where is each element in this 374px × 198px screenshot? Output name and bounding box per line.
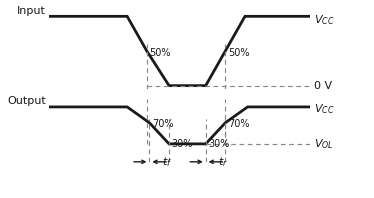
Text: $V_{OL}$: $V_{OL}$: [314, 137, 334, 151]
Text: 50%: 50%: [228, 48, 249, 58]
Text: $t_r$: $t_r$: [218, 155, 228, 169]
Text: $t_f$: $t_f$: [162, 155, 172, 169]
Text: $V_{CC}$: $V_{CC}$: [314, 103, 335, 116]
Text: $V_{CC}$: $V_{CC}$: [314, 13, 335, 27]
Text: Output: Output: [7, 96, 46, 106]
Text: 30%: 30%: [208, 139, 230, 149]
Text: 70%: 70%: [152, 119, 174, 129]
Text: 0 V: 0 V: [314, 81, 332, 91]
Text: 50%: 50%: [149, 48, 171, 58]
Text: Input: Input: [17, 6, 46, 16]
Text: 30%: 30%: [172, 139, 193, 149]
Text: 70%: 70%: [228, 119, 249, 129]
